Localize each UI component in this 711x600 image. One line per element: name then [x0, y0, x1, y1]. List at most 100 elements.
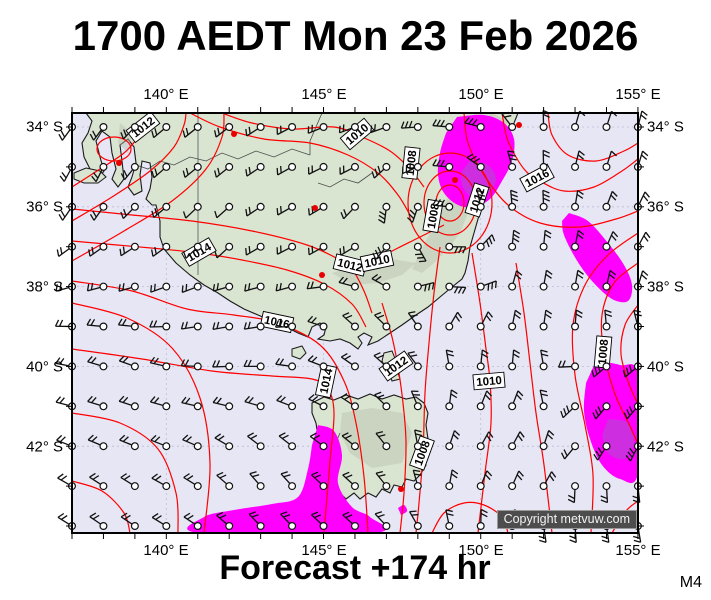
wind-barb	[249, 471, 265, 491]
wind-barb	[89, 512, 108, 531]
wind-barb	[539, 471, 557, 491]
wind-barb	[307, 123, 328, 134]
wind-barb	[151, 123, 171, 139]
wind-barb	[307, 242, 328, 256]
city-dot	[231, 131, 237, 137]
wind-barb	[120, 512, 139, 531]
wind-barb	[212, 396, 234, 411]
wind-barb	[151, 473, 171, 491]
wind-barb	[86, 282, 108, 292]
forecast-hour-label: Forecast +174 hr	[219, 549, 491, 587]
wind-barb	[150, 282, 171, 293]
wind-barb	[243, 321, 265, 331]
wind-barb	[151, 512, 171, 531]
wind-barb	[214, 242, 234, 259]
city-dot	[312, 205, 318, 211]
wind-barb	[118, 282, 139, 292]
wind-barb	[539, 189, 550, 211]
wind-barb	[445, 242, 467, 254]
wind-barb	[409, 510, 422, 531]
wind-barb	[339, 162, 359, 175]
wind-barb	[375, 431, 391, 451]
map-border	[71, 112, 639, 534]
isobar-label: 1010	[359, 249, 395, 273]
svg-text:1010: 1010	[363, 253, 391, 270]
wind-barb	[508, 431, 525, 451]
wind-barb	[119, 434, 139, 451]
wind-barb	[407, 351, 422, 371]
wind-barb	[182, 202, 202, 219]
rain-area	[187, 425, 387, 533]
wind-barb	[213, 123, 234, 138]
wind-barb	[275, 357, 297, 371]
wind-barb	[508, 189, 519, 211]
isobar	[72, 280, 369, 533]
axis-label-left: 40° S	[26, 358, 63, 376]
wind-barb	[410, 390, 422, 411]
wind-barb	[212, 282, 234, 292]
wind-barb	[119, 242, 139, 257]
wind-barb	[374, 311, 391, 331]
wind-barb	[120, 473, 139, 491]
wind-barb	[464, 117, 485, 132]
axis-label-right: 34° S	[647, 118, 684, 136]
isobar	[501, 113, 638, 192]
wind-barb	[373, 352, 391, 371]
wind-barb	[591, 362, 611, 378]
wind-barb	[571, 229, 585, 251]
wind-barb	[245, 202, 265, 217]
wind-barb	[508, 349, 520, 371]
axis-label-left: 36° S	[26, 198, 63, 216]
isobar	[72, 480, 131, 533]
wind-barb	[539, 149, 550, 171]
forecast-map: 1012101010081008101210161014101210101016…	[26, 86, 684, 559]
wind-barb	[539, 389, 548, 411]
axis-label-top: 140° E	[143, 86, 189, 103]
wind-barb	[539, 269, 553, 291]
wind-barb	[378, 202, 391, 224]
wind-barb	[91, 162, 108, 183]
wind-barb	[307, 162, 328, 175]
wind-barb	[445, 389, 458, 411]
wind-barb	[476, 508, 488, 531]
wind-barb	[180, 359, 202, 371]
wind-barb	[476, 311, 494, 331]
wind-barb	[445, 349, 454, 371]
wind-barb	[183, 473, 202, 491]
wind-barb	[214, 202, 234, 219]
wind-barb	[445, 311, 463, 331]
wind-barb	[181, 396, 202, 411]
wind-barb	[407, 202, 422, 223]
wind-barb	[571, 189, 584, 211]
wind-barb	[214, 433, 234, 451]
wind-barb	[276, 395, 297, 411]
wind-barb	[466, 153, 485, 171]
chart-datetime-title: 1700 AEDT Mon 23 Feb 2026	[72, 12, 639, 59]
isobar	[72, 113, 187, 222]
wind-barb	[280, 511, 297, 531]
wind-barb	[306, 281, 328, 291]
axis-label-right: 42° S	[647, 438, 684, 456]
wind-barb	[89, 472, 108, 491]
wind-barb	[445, 469, 459, 491]
wind-barb	[307, 315, 328, 331]
wind-barb	[476, 390, 493, 411]
svg-text:1014: 1014	[318, 367, 335, 395]
city-dot	[116, 160, 122, 166]
wind-barb	[245, 123, 265, 137]
island	[291, 345, 307, 360]
wind-barb	[182, 123, 202, 138]
wind-barb	[340, 202, 359, 220]
axis-label-top: 155° E	[615, 86, 661, 103]
wind-barb	[407, 311, 422, 331]
isobar-ring	[407, 152, 493, 254]
wind-barb	[412, 469, 422, 491]
isobar	[620, 304, 638, 405]
wind-barb	[308, 394, 328, 411]
copyright-badge: Copyright metvuw.com	[496, 510, 637, 529]
wind-barb	[374, 391, 391, 411]
svg-text:1008: 1008	[426, 202, 442, 230]
wind-barb	[58, 123, 77, 141]
wind-barb	[151, 202, 171, 219]
model-id-label: M4	[679, 574, 702, 591]
